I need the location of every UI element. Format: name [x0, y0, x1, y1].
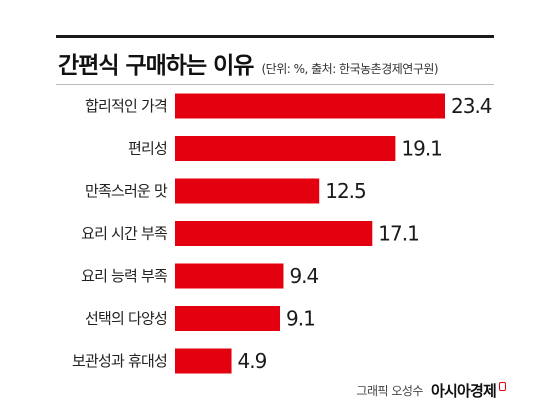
footer: 그래픽 오성수 아시아경제 — [356, 380, 506, 401]
chart-subtitle: (단위: %, 출처: 한국농촌경제연구원) — [261, 62, 439, 76]
bar-chart: 합리적인 가격 23.4 편리성 19.1 만족스러운 맛 12.5 요리 시간 부족 17.… — [72, 93, 493, 374]
value-label: 23.4 — [451, 94, 492, 118]
bar — [175, 178, 320, 204]
bar — [175, 221, 373, 246]
category-label: 편리성 — [128, 140, 167, 158]
title-divider — [56, 84, 494, 85]
bar — [175, 348, 232, 374]
category-label: 보관성과 휴대성 — [72, 352, 167, 370]
category-label: 요리 능력 부족 — [81, 267, 168, 285]
value-label: 17.1 — [378, 222, 419, 246]
value-label: 9.1 — [286, 307, 315, 331]
bar — [175, 93, 445, 119]
category-label: 선택의 다양성 — [85, 310, 167, 328]
bar — [175, 263, 284, 289]
graphic-credit: 그래픽 오성수 — [356, 384, 423, 398]
value-label: 4.9 — [238, 349, 267, 373]
category-label: 합리적인 가격 — [85, 97, 167, 115]
value-label: 12.5 — [325, 179, 366, 203]
category-label: 만족스러운 맛 — [85, 182, 168, 200]
bar — [175, 136, 396, 161]
brand-mark-icon — [499, 382, 506, 391]
value-label: 9.4 — [289, 264, 318, 288]
top-rule — [56, 35, 494, 38]
title-row: 간편식 구매하는 이유 (단위: %, 출처: 한국농촌경제연구원) — [58, 46, 508, 80]
value-label: 19.1 — [401, 137, 442, 161]
chart-title: 간편식 구매하는 이유 — [58, 53, 254, 79]
brand-logo: 아시아경제 — [430, 382, 497, 400]
bar — [175, 306, 280, 331]
category-label: 요리 시간 부족 — [81, 225, 168, 243]
